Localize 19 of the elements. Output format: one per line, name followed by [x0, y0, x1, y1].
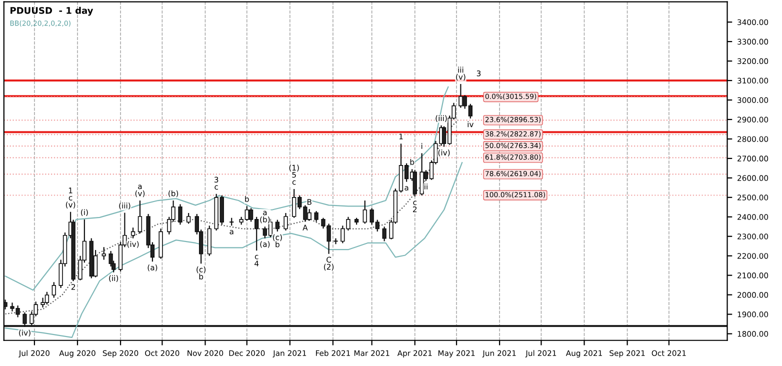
- line-series: [4, 86, 449, 291]
- candlestick: [138, 200, 142, 234]
- candlestick: [458, 83, 463, 108]
- candlestick: [186, 212, 191, 224]
- candlestick: [362, 200, 367, 224]
- candlestick: [52, 282, 56, 298]
- candlestick: [102, 246, 106, 260]
- candlestick: [382, 226, 386, 242]
- text: PDUUSD - 1 day: [10, 6, 94, 16]
- candlestick: [4, 299, 8, 310]
- candlestick: [44, 291, 50, 306]
- candlestick: [284, 212, 288, 232]
- candlestick: [178, 204, 182, 226]
- candlestick: [130, 227, 136, 239]
- candlestick: [334, 238, 338, 245]
- candlestick: [275, 219, 280, 232]
- candlestick: [314, 210, 318, 222]
- candlestick: [307, 208, 312, 222]
- candlestick: [412, 170, 417, 197]
